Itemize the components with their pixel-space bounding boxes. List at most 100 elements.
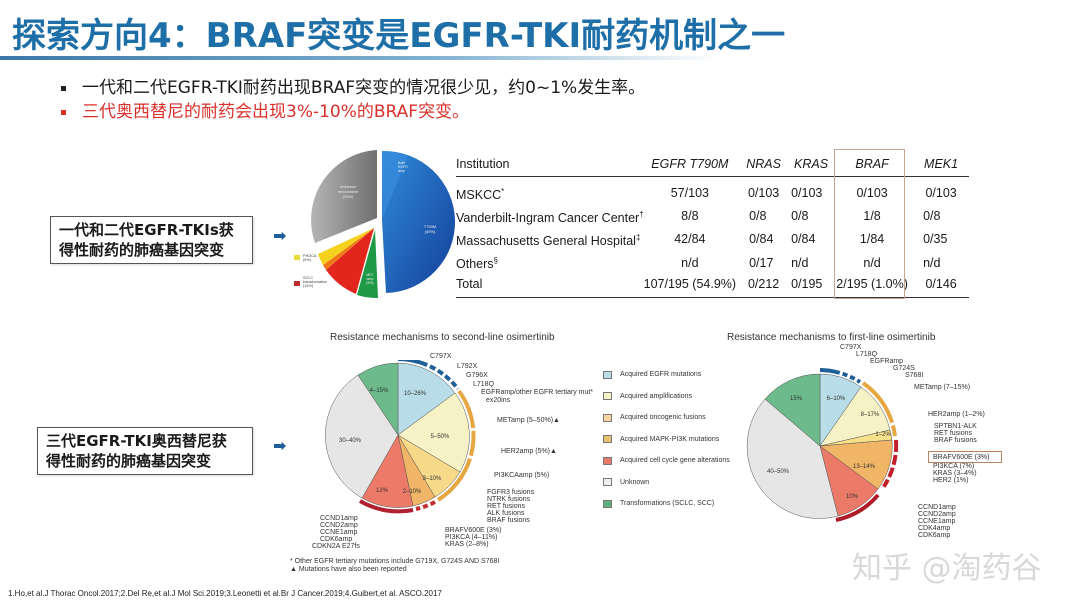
callout-l792x: L792X: [457, 363, 478, 370]
svg-text:10–26%: 10–26%: [404, 391, 427, 397]
svg-text:12%: 12%: [376, 488, 389, 494]
callout-ret-fusions: RET fusions: [934, 430, 972, 437]
title-underline: [0, 56, 720, 60]
svg-text:30–40%: 30–40%: [339, 438, 362, 444]
arrow-right-icon: ➡: [273, 438, 287, 455]
svg-text:transformation: transformation: [303, 280, 327, 284]
label-line-1: 一代和二代EGFR-TKIs获: [59, 221, 234, 239]
callout-brafv600e: BRAFV600E (3%): [445, 527, 502, 534]
third-gen-label-box: 三代EGFR-TKI奥西替尼获 得性耐药的肺癌基因突变: [37, 427, 253, 475]
svg-text:4–15%: 4–15%: [370, 388, 389, 394]
svg-text:mechanism: mechanism: [338, 189, 359, 194]
svg-text:amp: amp: [367, 277, 374, 281]
svg-text:(14%): (14%): [303, 284, 314, 288]
table-row: MSKCC* 57/103 0/103 0/103 0/103 0/103: [456, 186, 957, 203]
callout-her2amp: HER2amp (5%)▲: [501, 448, 557, 455]
arrow-right-icon: ➡: [273, 228, 287, 245]
callout-l718q: L718Q: [856, 351, 878, 358]
svg-text:6–10%: 6–10%: [827, 396, 846, 402]
callout-ccnd1amp: CCND1amp: [918, 504, 956, 511]
svg-text:3–10%: 3–10%: [423, 476, 442, 482]
callout-cdk4amp: CDK4amp: [918, 525, 951, 532]
svg-text:1–2%: 1–2%: [875, 432, 891, 438]
callout-alk: ALK fusions: [487, 510, 525, 517]
svg-text:T790M: T790M: [424, 224, 436, 229]
col-mek1: MEK1: [924, 157, 959, 171]
col-kras: KRAS: [794, 157, 829, 171]
svg-text:8–17%: 8–17%: [861, 412, 880, 418]
callout-ccnd2amp: CCND2amp: [320, 522, 358, 529]
svg-text:(5%): (5%): [366, 281, 373, 285]
mechanism-legend: Acquired EGFR mutations Acquired amplifi…: [603, 364, 730, 515]
braf-incidence-table: Institution EGFR T790M NRAS KRAS BRAF ME…: [456, 155, 970, 298]
callout-s768i: S768I: [905, 372, 924, 379]
label-line-1: 三代EGFR-TKI奥西替尼获: [46, 432, 227, 450]
first-gen-resistance-pie-chart: Unknown mechanism (26%) T790M (49%) Both…: [294, 150, 456, 298]
legend-item: Acquired MAPK-PI3K mutations: [603, 429, 730, 451]
callout-g796x: G796X: [466, 372, 488, 379]
legend-swatch: [603, 478, 612, 487]
callout-pi3kca: PI3KCA (7%): [933, 463, 975, 470]
svg-text:15%: 15%: [790, 396, 803, 402]
table-row: Vanderbilt-Ingram Cancer Center† 8/8 0/8…: [456, 209, 941, 226]
callout-cdkn2a: CDKN2A E27fs: [312, 543, 360, 550]
footnote-mutations: ▲ Mutations have also been reported: [290, 566, 407, 573]
svg-text:(26%): (26%): [343, 194, 354, 199]
svg-text:13–14%: 13–14%: [853, 464, 876, 470]
svg-text:PIK3CA: PIK3CA: [303, 254, 317, 258]
bullet-third-gen: 三代奥西替尼的耐药会出现3%-10%的BRAF突变。: [58, 100, 645, 124]
legend-swatch: [603, 413, 612, 422]
callout-ccne1amp: CCNE1amp: [320, 529, 358, 536]
callout-braf-fusions: BRAF fusions: [934, 437, 977, 444]
slide-title: 探索方向4：BRAF突变是EGFR-TKI耐药机制之一: [12, 16, 786, 56]
first-second-gen-label-box: 一代和二代EGFR-TKIs获 得性耐药的肺癌基因突变: [50, 216, 253, 264]
label-line-2: 得性耐药的肺癌基因突变: [46, 452, 212, 470]
svg-text:EGFR: EGFR: [398, 165, 408, 169]
callout-sptbn1-alk: SPTBN1-ALK: [934, 423, 977, 430]
legend-swatch: [603, 370, 612, 379]
svg-text:(49%): (49%): [425, 229, 436, 234]
col-braf: BRAF: [855, 157, 889, 171]
table-row: Others§ n/d 0/17 n/d n/d n/d: [456, 255, 941, 272]
callout-ccnd1amp: CCND1amp: [320, 515, 358, 522]
callout-ex20ins: ex20ins: [486, 397, 511, 404]
svg-text:Both: Both: [398, 161, 405, 165]
callout-c797x: C797X: [840, 344, 862, 351]
callout-kras: KRAS (3–4%): [933, 470, 977, 477]
label-line-2: 得性耐药的肺癌基因突变: [59, 241, 225, 259]
legend-item: Unknown: [603, 472, 730, 494]
callout-brafv600e: BRAFV600E (3%): [933, 454, 990, 461]
col-egfr-t790m: EGFR T790M: [651, 157, 729, 171]
second-line-resistance-pie-chart: 10–26% 5–50% 3–10% 2–10% 12% 30–40% 4–15…: [325, 360, 476, 514]
callout-fgfr3: FGFR3 fusions: [487, 489, 535, 496]
legend-swatch: [603, 456, 612, 465]
callout-ret: RET fusions: [487, 503, 525, 510]
svg-text:40–50%: 40–50%: [767, 469, 790, 475]
callout-l718q: L718Q: [473, 381, 495, 388]
bullet-first-second-gen: 一代和二代EGFR-TKI耐药出现BRAF突变的情况很少见，约0~1%发生率。: [58, 76, 645, 100]
second-line-chart-title: Resistance mechanisms to second-line osi…: [330, 332, 555, 343]
braf-column-highlight: [834, 149, 905, 299]
callout-egframp: EGFRamp: [870, 358, 904, 365]
callout-c797x: C797X: [430, 353, 452, 360]
footnote-tertiary: * Other EGFR tertiary mutations include …: [290, 558, 500, 565]
callout-ntrk: NTRK fusions: [487, 496, 531, 503]
first-line-chart-title: Resistance mechanisms to first-line osim…: [727, 332, 936, 343]
callout-cdk6amp: CDK6amp: [320, 536, 353, 543]
bullet-list: 一代和二代EGFR-TKI耐药出现BRAF突变的情况很少见，约0~1%发生率。 …: [58, 76, 645, 124]
legend-item: Acquired amplifications: [603, 386, 730, 408]
col-institution: Institution: [456, 157, 510, 171]
watermark: 知乎 @淘药谷: [852, 551, 1042, 586]
svg-text:MET: MET: [366, 273, 374, 277]
table-row: Massachusetts General Hospital‡ 42/84 0/…: [456, 232, 948, 249]
callout-ccnd2amp: CCND2amp: [918, 511, 956, 518]
legend-item: Acquired cell cycle gene alterations: [603, 450, 730, 472]
callout-metamp: METamp (7–15%): [914, 384, 971, 391]
svg-text:5–50%: 5–50%: [431, 434, 450, 440]
first-line-resistance-pie-chart: 6–10% 8–17% 1–2% 13–14% 10% 40–50% 15%: [746, 368, 899, 522]
legend-item: Transformations (SCLC, SCC): [603, 493, 730, 515]
svg-text:(5%): (5%): [303, 258, 312, 262]
legend-item: Acquired EGFR mutations: [603, 364, 730, 386]
callout-g724s: G724S: [893, 365, 915, 372]
callout-pi3kca: PI3KCA (4–11%): [445, 534, 498, 541]
